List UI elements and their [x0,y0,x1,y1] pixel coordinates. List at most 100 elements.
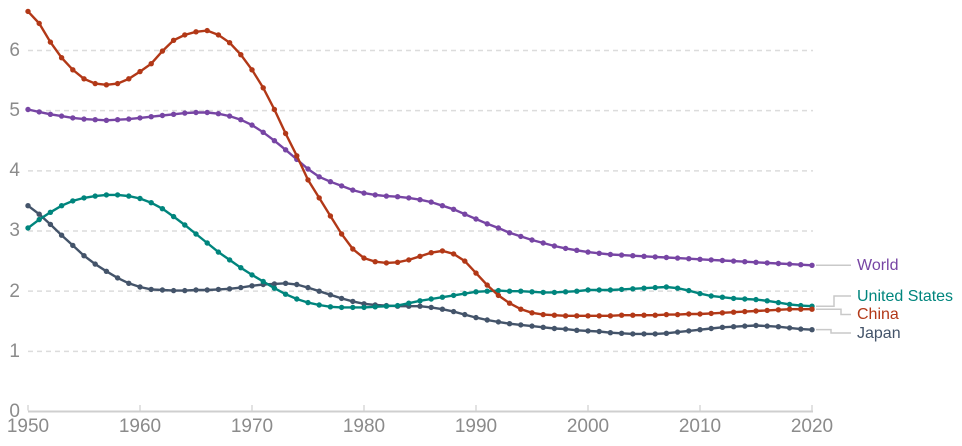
data-point-world[interactable] [506,230,513,236]
data-point-china[interactable] [540,311,546,318]
data-point-japan[interactable] [70,242,76,249]
data-point-world[interactable] [260,129,266,135]
data-point-world[interactable] [417,197,423,203]
data-point-united-states[interactable] [775,299,782,306]
data-point-china[interactable] [585,313,591,319]
data-point-world[interactable] [316,174,322,180]
data-point-united-states[interactable] [708,293,714,299]
data-point-world[interactable] [282,147,289,153]
data-point-japan[interactable] [170,287,177,294]
data-point-world[interactable] [47,111,54,118]
data-point-china[interactable] [574,313,580,319]
data-point-japan[interactable] [495,319,502,325]
data-point-united-states[interactable] [719,294,726,300]
data-point-world[interactable] [742,259,748,265]
data-point-japan[interactable] [126,280,132,286]
data-point-japan[interactable] [92,261,98,267]
legend-label-japan[interactable]: Japan [857,324,901,342]
data-point-japan[interactable] [193,287,199,293]
data-point-united-states[interactable] [282,291,289,297]
data-point-world[interactable] [764,260,770,266]
data-point-japan[interactable] [350,298,356,305]
data-point-china[interactable] [103,82,110,88]
data-point-world[interactable] [226,113,233,119]
data-point-world[interactable] [697,256,703,262]
data-point-united-states[interactable] [215,249,222,255]
data-point-china[interactable] [271,106,278,113]
data-point-world[interactable] [585,249,591,255]
data-point-china[interactable] [226,40,233,46]
data-point-japan[interactable] [450,308,457,315]
data-point-world[interactable] [249,122,255,128]
data-point-japan[interactable] [238,284,244,291]
data-point-china[interactable] [462,258,468,264]
data-point-united-states[interactable] [193,231,199,237]
series-line-world[interactable] [25,106,815,268]
data-point-world[interactable] [159,112,166,119]
data-point-japan[interactable] [540,324,546,330]
data-point-world[interactable] [652,254,658,260]
data-point-united-states[interactable] [753,296,759,303]
data-point-japan[interactable] [305,284,311,291]
data-point-united-states[interactable] [518,288,524,294]
data-point-world[interactable] [574,247,580,253]
data-point-united-states[interactable] [495,287,502,294]
data-point-world[interactable] [641,253,647,259]
data-point-japan[interactable] [271,281,278,287]
data-point-japan[interactable] [809,327,815,333]
data-point-china[interactable] [58,55,65,61]
data-point-world[interactable] [686,256,692,262]
data-point-world[interactable] [484,221,490,227]
data-point-world[interactable] [148,114,154,120]
data-point-united-states[interactable] [686,287,692,294]
data-point-china[interactable] [350,246,356,252]
series-line-japan[interactable] [25,203,815,337]
data-point-world[interactable] [786,261,793,267]
data-point-china[interactable] [361,255,367,261]
data-point-china[interactable] [114,80,121,87]
data-point-united-states[interactable] [327,304,334,310]
data-point-china[interactable] [652,312,658,318]
data-point-japan[interactable] [58,232,65,238]
data-point-world[interactable] [551,243,558,249]
data-point-world[interactable] [529,237,535,243]
data-point-united-states[interactable] [25,225,31,231]
data-point-japan[interactable] [428,304,434,311]
data-point-world[interactable] [204,109,210,116]
data-point-japan[interactable] [137,284,143,290]
data-point-world[interactable] [730,258,737,264]
data-point-china[interactable] [406,257,412,263]
data-point-united-states[interactable] [764,298,770,304]
data-point-united-states[interactable] [439,294,446,300]
data-point-china[interactable] [450,251,457,257]
data-point-united-states[interactable] [607,287,614,293]
data-point-united-states[interactable] [260,278,266,285]
data-point-china[interactable] [630,312,636,318]
data-point-japan[interactable] [148,286,154,293]
data-point-china[interactable] [249,67,255,73]
data-point-china[interactable] [562,313,569,319]
data-point-united-states[interactable] [484,288,490,294]
data-point-china[interactable] [70,67,76,73]
data-point-united-states[interactable] [383,303,390,309]
data-point-united-states[interactable] [462,290,468,297]
data-point-china[interactable] [495,292,502,299]
data-point-japan[interactable] [775,324,782,330]
series-line-united-states[interactable] [25,192,815,311]
data-point-united-states[interactable] [58,203,65,209]
data-point-china[interactable] [92,80,98,87]
data-point-united-states[interactable] [742,296,748,302]
data-point-japan[interactable] [786,325,793,331]
data-point-china[interactable] [596,313,602,319]
data-point-china[interactable] [775,307,782,313]
data-point-china[interactable] [428,250,434,256]
data-point-japan[interactable] [114,275,121,281]
data-point-united-states[interactable] [70,198,76,204]
data-point-world[interactable] [126,116,132,122]
data-point-united-states[interactable] [182,222,188,228]
data-point-china[interactable] [439,248,446,254]
data-point-united-states[interactable] [47,209,54,215]
data-point-world[interactable] [36,109,42,115]
data-point-united-states[interactable] [103,192,110,198]
data-point-united-states[interactable] [394,302,401,309]
